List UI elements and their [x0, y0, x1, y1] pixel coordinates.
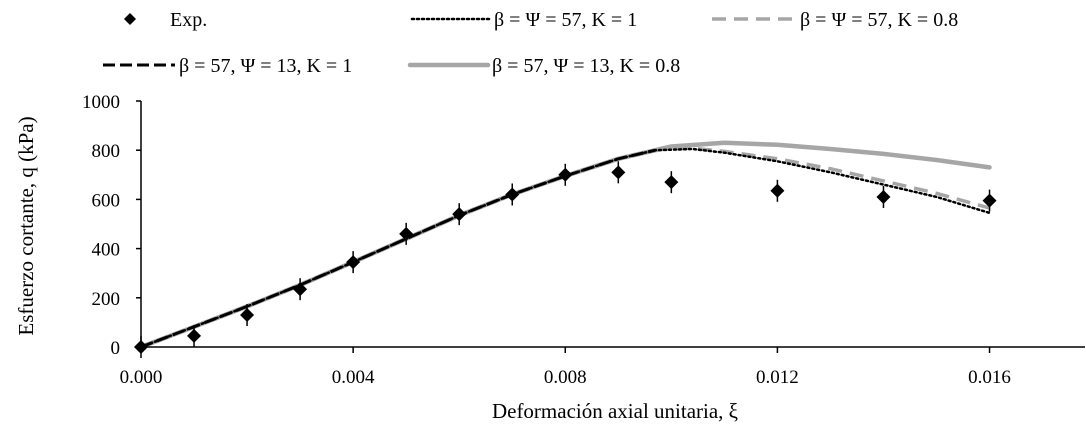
y-tick-label: 400: [92, 240, 121, 261]
x-tick-label: 0.000: [120, 367, 163, 388]
x-axis-label: Deformación axial unitaria, ξ: [492, 399, 738, 423]
y-tick-label: 0: [111, 338, 121, 359]
y-axis-label: Esfuerzo cortante, q (kPa): [14, 116, 38, 335]
legend-marker-0: [124, 13, 136, 25]
legend-label-4: β = 57, Ψ = 13, K = 0.8: [492, 55, 680, 77]
y-tick-label: 200: [92, 289, 121, 310]
legend-label-3: β = 57, Ψ = 13, K = 1: [179, 55, 352, 77]
tick-labels: 0.000 0.004 0.008 0.012 0.016 0 200 400 600 800 10…: [82, 92, 1011, 388]
data-point: [770, 183, 785, 198]
legend-label-1: β = Ψ = 57, K = 1: [494, 9, 637, 31]
data-point: [664, 175, 679, 190]
data-point: [558, 167, 573, 182]
data-point: [293, 282, 308, 297]
data-point: [982, 193, 997, 208]
x-tick-label: 0.008: [544, 367, 587, 388]
data-point: [399, 226, 414, 241]
series-line-3: [140, 148, 656, 349]
y-tick-label: 600: [92, 190, 121, 211]
data-point: [505, 187, 520, 202]
data-point: [240, 308, 255, 323]
legend-label-2: β = Ψ = 57, K = 0.8: [800, 9, 958, 31]
y-tick-label: 800: [92, 141, 121, 162]
data-point: [452, 207, 467, 222]
data-point: [876, 189, 891, 204]
y-tick-label: 1000: [82, 92, 120, 113]
data-point: [187, 328, 202, 343]
data-point: [611, 165, 626, 180]
axes: [136, 100, 1085, 353]
legend-label-0: Exp.: [170, 9, 207, 31]
x-tick-label: 0.012: [756, 367, 799, 388]
plot-markers: [134, 161, 997, 358]
legend: Exp. β = Ψ = 57, K = 1 β = Ψ = 57, K = 0.8…: [103, 9, 958, 77]
data-point: [346, 255, 361, 270]
x-tick-label: 0.016: [968, 367, 1011, 388]
x-tick-label: 0.004: [332, 367, 375, 388]
